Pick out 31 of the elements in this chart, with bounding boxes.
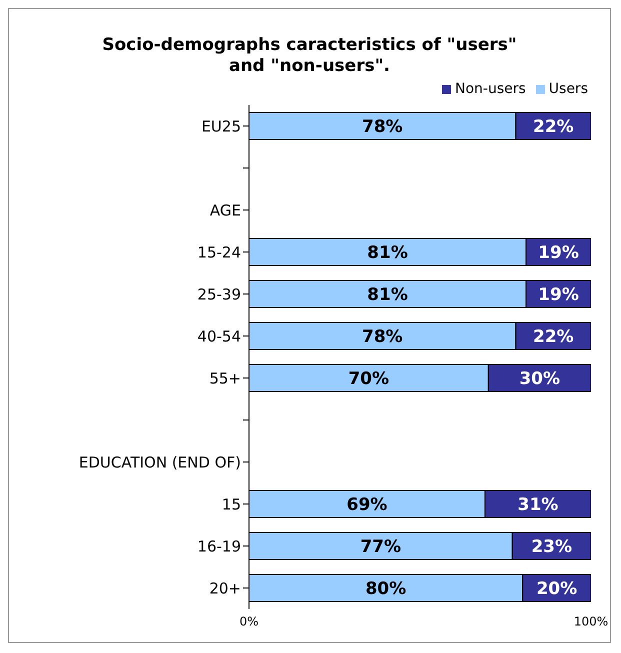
data-label: 19% bbox=[538, 243, 579, 264]
data-label: 80% bbox=[365, 579, 406, 600]
data-label: 81% bbox=[367, 285, 408, 306]
y-tick-label: EDUCATION (END OF) bbox=[78, 453, 241, 472]
data-label: 23% bbox=[531, 537, 572, 558]
y-tick-label: EU25 bbox=[201, 117, 241, 136]
data-label: 22% bbox=[533, 117, 574, 138]
data-label: 31% bbox=[518, 495, 558, 516]
y-tick-label: 55+ bbox=[209, 369, 241, 388]
data-label: 30% bbox=[519, 369, 560, 390]
y-tick-label: 16-19 bbox=[197, 537, 241, 556]
data-label: 81% bbox=[367, 243, 408, 264]
data-label: 69% bbox=[346, 495, 388, 516]
data-label: 70% bbox=[348, 369, 390, 390]
legend-label: Non-users bbox=[454, 81, 526, 97]
y-tick-label: 25-39 bbox=[197, 285, 241, 304]
x-tick-label: 0% bbox=[239, 614, 259, 629]
y-tick-label: 40-54 bbox=[197, 327, 241, 346]
y-tick-label: 20+ bbox=[209, 579, 241, 598]
data-label: 78% bbox=[362, 327, 403, 348]
x-tick-label: 100% bbox=[574, 614, 608, 629]
chart-title: Socio-demographs caracteristics of "users" and "non-users". bbox=[101, 35, 518, 77]
y-tick-label: 15-24 bbox=[197, 243, 241, 262]
y-tick-label: AGE bbox=[210, 201, 241, 220]
y-tick-label: 15 bbox=[222, 495, 241, 514]
data-label: 20% bbox=[536, 579, 578, 600]
data-label: 19% bbox=[538, 285, 579, 306]
data-label: 22% bbox=[533, 327, 574, 348]
data-label: 77% bbox=[360, 537, 402, 558]
data-label: 78% bbox=[362, 117, 403, 138]
legend-label: Users bbox=[548, 81, 588, 97]
